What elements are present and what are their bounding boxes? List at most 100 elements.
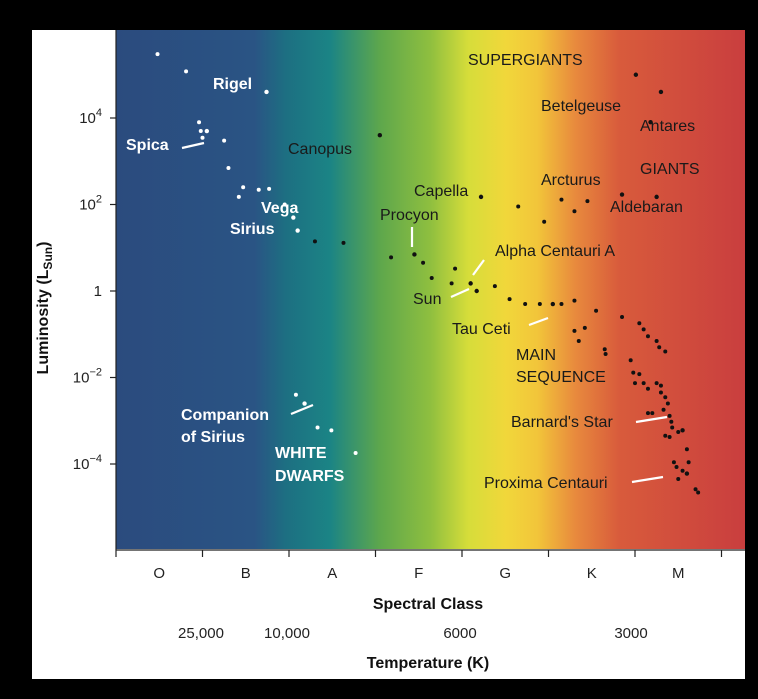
star-point: [507, 297, 512, 302]
label-betelgeuse: Betelgeuse: [541, 98, 621, 115]
label-alpha-centauri: Alpha Centauri A: [495, 243, 615, 260]
y-tick-label: 102: [79, 194, 102, 214]
star-point: [658, 383, 663, 388]
label-giants: GIANTS: [640, 161, 700, 178]
star-point: [603, 351, 608, 356]
star-point: [523, 302, 528, 307]
star-point: [241, 185, 246, 190]
star-point: [674, 465, 679, 470]
star-point: [645, 334, 650, 339]
label-vega: Vega: [261, 200, 298, 217]
temperature-tick-label: 25,000: [178, 625, 224, 642]
star-point: [582, 325, 587, 330]
star-point: [650, 411, 655, 416]
star-point: [585, 199, 590, 204]
label-white-dwarfs-2: DWARFS: [275, 468, 345, 485]
star-point: [637, 321, 642, 326]
y-tick-label: 10−2: [73, 367, 102, 387]
label-companion-1: Companion: [181, 407, 269, 424]
star-point: [670, 425, 675, 430]
star-point-aldebaran: [654, 194, 659, 200]
star-point: [641, 381, 646, 386]
star-point: [676, 429, 681, 434]
label-rigel: Rigel: [213, 76, 252, 93]
star-point: [667, 413, 672, 418]
label-spica: Spica: [126, 137, 169, 154]
temperature-tick-label: 3000: [614, 625, 647, 642]
star-point: [658, 390, 663, 395]
star-point: [389, 255, 394, 260]
label-aldebaran: Aldebaran: [610, 199, 683, 216]
star-point-tau-ceti: [550, 301, 556, 307]
star-point: [654, 338, 659, 343]
star-point: [200, 135, 205, 140]
star-point: [671, 460, 676, 465]
label-tau-ceti: Tau Ceti: [452, 321, 511, 338]
star-point: [663, 349, 668, 354]
star-point-canopus: [377, 133, 383, 138]
label-procyon: Procyon: [380, 207, 439, 224]
star-point: [693, 487, 698, 492]
label-sun: Sun: [413, 291, 441, 308]
star-point-sun: [474, 288, 479, 294]
star-point: [155, 52, 160, 57]
y-axis-title-sub: Sun: [41, 247, 55, 270]
star-point: [663, 433, 668, 438]
star-point: [572, 298, 577, 303]
label-antares: Antares: [640, 118, 695, 135]
star-point: [684, 447, 689, 452]
star-point: [661, 407, 666, 412]
star-point-alpha-centauri-a: [468, 281, 473, 286]
star-point: [686, 460, 691, 465]
star-point: [559, 302, 564, 307]
star-point: [315, 425, 320, 430]
spectral-class-label: K: [587, 565, 597, 582]
star-point: [620, 315, 625, 320]
dark-star-points: [312, 72, 701, 495]
spectral-class-label: O: [153, 565, 165, 582]
star-point-procyon: [412, 252, 417, 257]
star-point-vega: [291, 215, 296, 220]
star-point: [226, 165, 231, 170]
star-point: [576, 338, 581, 343]
star-point: [312, 239, 317, 244]
star-point: [665, 401, 670, 406]
spectral-class-label: A: [327, 565, 337, 582]
star-point: [667, 435, 672, 440]
star-point-sirius: [295, 228, 300, 233]
star-point: [222, 138, 227, 143]
star-point: [594, 308, 599, 313]
star-point: [641, 327, 646, 332]
temperature-tick-label: 10,000: [264, 625, 310, 642]
plot-background: [116, 30, 745, 549]
star-point-antares: [648, 119, 653, 125]
star-point: [645, 386, 650, 391]
star-point: [645, 411, 650, 416]
star-point: [184, 69, 189, 74]
light-leader-lines: [410, 227, 668, 484]
star-point: [631, 370, 636, 375]
label-supergiants: SUPERGIANTS: [468, 52, 583, 69]
star-point: [197, 120, 202, 125]
tau-ceti-leader: [528, 316, 549, 327]
star-point: [637, 372, 642, 377]
star-point-supergiants: [633, 72, 639, 77]
star-point: [236, 194, 241, 199]
spectral-class-label: M: [672, 565, 685, 582]
star-point: [449, 281, 454, 286]
star-point-rigel: [264, 89, 269, 95]
star-point: [256, 187, 261, 192]
temperature-tick-label: 6000: [443, 625, 476, 642]
star-point-betelgeuse: [658, 89, 664, 95]
label-main-sequence-2: SEQUENCE: [516, 369, 606, 386]
label-canopus: Canopus: [288, 141, 352, 158]
label-companion-2: of Sirius: [181, 429, 245, 446]
star-point: [492, 284, 497, 289]
star-point-capella: [478, 194, 484, 200]
star-point: [559, 197, 564, 202]
star-point: [329, 428, 334, 433]
barnard-leader: [635, 415, 668, 424]
